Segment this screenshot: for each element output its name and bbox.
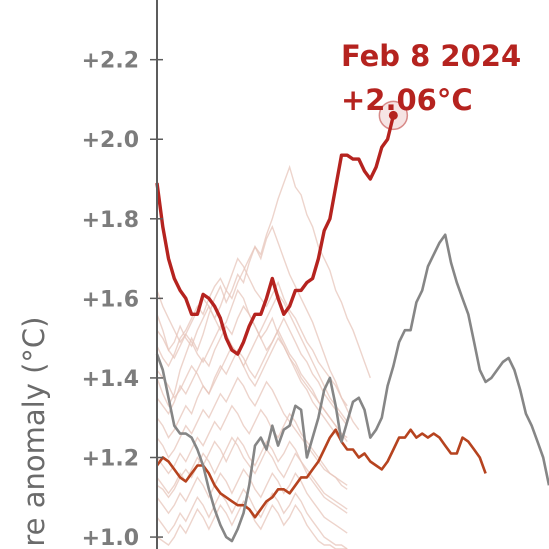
y-tick-label: +1.0 (82, 526, 139, 549)
background-year-line-12 (156, 336, 348, 450)
background-year-lines (156, 164, 371, 549)
y-axis: +1.0 +1.2 +1.4 +1.6 +1.8 +2.0 +2.2 (82, 0, 163, 549)
background-year-line-3 (156, 257, 348, 407)
highlighted-series-lines (155, 114, 549, 543)
orange-year-line (155, 428, 487, 519)
y-tick-label: +1.2 (82, 447, 139, 472)
background-year-line-10 (156, 468, 348, 534)
background-year-line-6 (156, 328, 348, 443)
line-2024 (155, 114, 396, 356)
background-year-line-7 (156, 376, 348, 486)
y-tick-label: +1.8 (82, 208, 139, 233)
y-tick-label: +1.4 (82, 367, 139, 392)
background-year-line-13 (156, 293, 348, 423)
background-year-line-11 (156, 487, 348, 549)
y-tick-label: +2.2 (82, 49, 139, 74)
y-tick-label: +1.6 (82, 287, 139, 312)
annotation-date: Feb 8 2024 (341, 39, 521, 73)
y-axis-label: ure anomaly (°C) (17, 317, 51, 549)
annotation-value: +2.06°C (341, 83, 473, 117)
y-tick-label: +2.0 (82, 128, 139, 153)
gray-year-line (155, 233, 549, 543)
background-year-line-8 (156, 404, 348, 490)
latest-value-marker (378, 100, 409, 131)
latest-value-point (388, 110, 398, 120)
